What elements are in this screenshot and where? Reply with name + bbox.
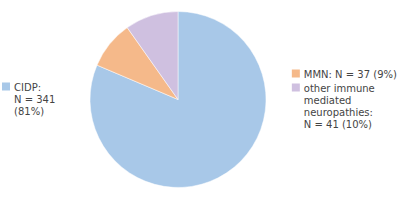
legend-swatch: [292, 70, 300, 78]
legend-swatch: [2, 83, 10, 91]
legend-item: MMN: N = 37 (9%): [292, 69, 397, 80]
slice: [127, 12, 178, 100]
legend-label: CIDP:N = 341(81%): [14, 82, 55, 117]
legend-item: other immunemediatedneuropathies:N = 41 …: [292, 83, 375, 130]
legend-left: CIDP:N = 341(81%): [2, 82, 55, 117]
legend-label: other immunemediatedneuropathies:N = 41 …: [304, 83, 375, 130]
slice: [90, 12, 266, 188]
legend-swatch: [292, 84, 300, 92]
legend-item: CIDP:N = 341(81%): [2, 82, 55, 117]
pie: [90, 12, 266, 188]
legend-label: MMN: N = 37 (9%): [304, 69, 397, 80]
chart: CIDP:N = 341(81%) MMN: N = 37 (9%) other i…: [0, 0, 400, 199]
legend-right: MMN: N = 37 (9%) other immunemediatedneur…: [292, 69, 397, 130]
